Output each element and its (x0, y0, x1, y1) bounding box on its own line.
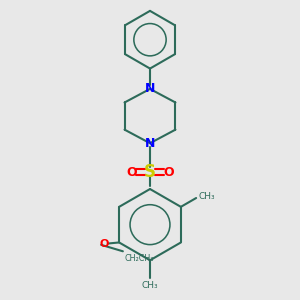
Text: CH₃: CH₃ (142, 281, 158, 290)
Text: CH₂CH₃: CH₂CH₃ (124, 254, 154, 263)
Text: CH₃: CH₃ (199, 192, 215, 201)
Text: O: O (126, 166, 136, 178)
Text: N: N (145, 82, 155, 95)
Text: S: S (144, 163, 156, 181)
Text: O: O (164, 166, 174, 178)
Text: N: N (145, 137, 155, 150)
Text: O: O (100, 239, 109, 249)
